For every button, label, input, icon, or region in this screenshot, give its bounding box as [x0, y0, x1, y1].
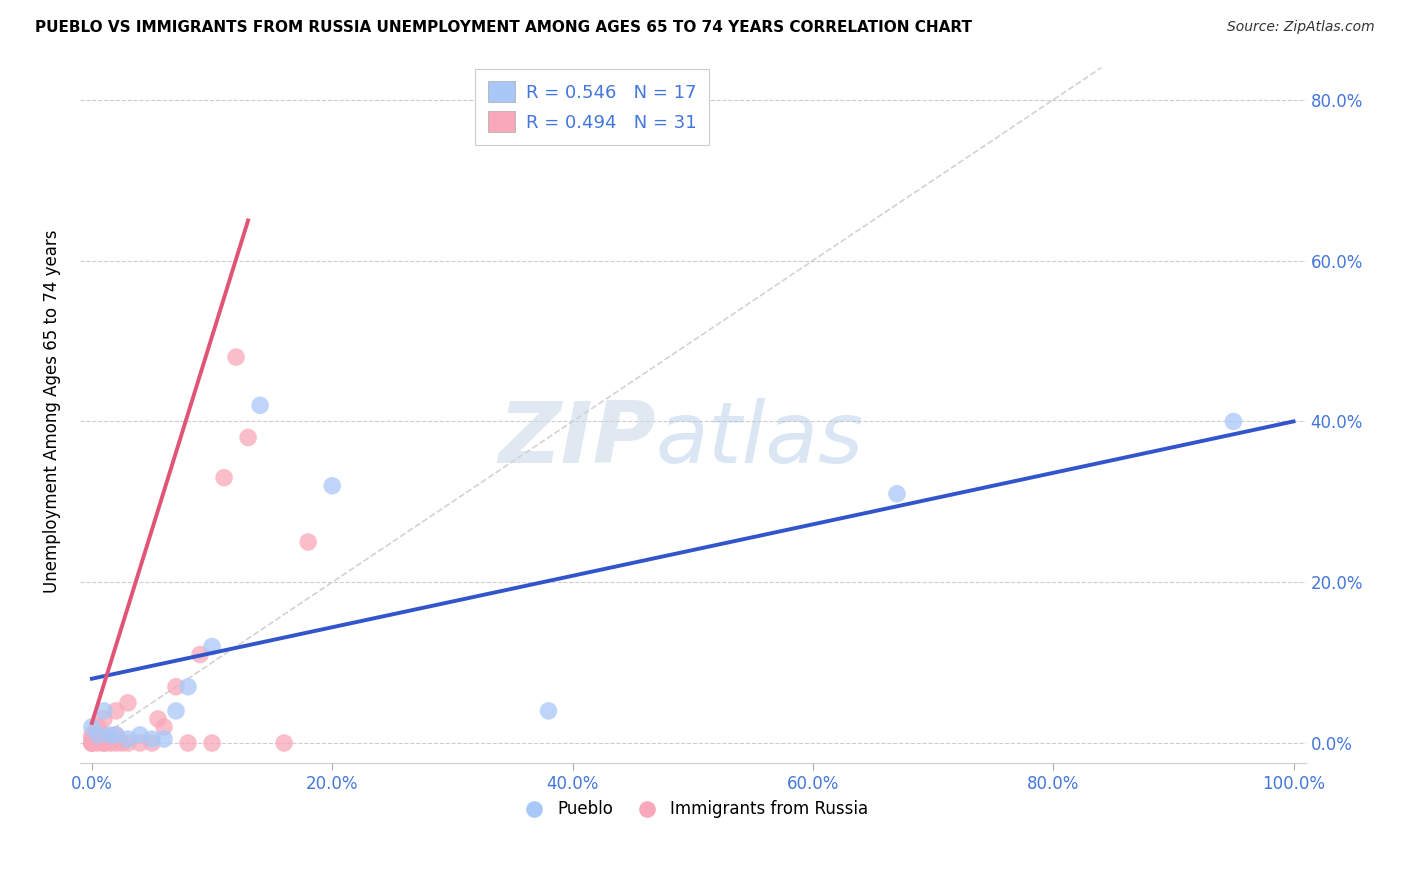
Point [93, 704, 115, 718]
Point [117, 696, 139, 710]
Point [177, 736, 200, 750]
Point [886, 487, 908, 501]
Point [80, 731, 103, 746]
Point [104, 728, 127, 742]
Point [104, 704, 127, 718]
Point [201, 736, 224, 750]
Point [249, 398, 271, 412]
Point [165, 680, 187, 694]
Text: atlas: atlas [657, 398, 863, 481]
Point [165, 704, 187, 718]
Point [87, 728, 110, 742]
Point [236, 430, 259, 444]
Point [177, 680, 200, 694]
Text: ZIP: ZIP [498, 398, 657, 481]
Point [117, 731, 139, 746]
Point [93, 728, 115, 742]
Text: PUEBLO VS IMMIGRANTS FROM RUSSIA UNEMPLOYMENT AMONG AGES 65 TO 74 YEARS CORRELAT: PUEBLO VS IMMIGRANTS FROM RUSSIA UNEMPLO… [35, 20, 972, 35]
Point [104, 736, 127, 750]
Point [80, 736, 103, 750]
Point [141, 736, 163, 750]
Point [321, 479, 343, 493]
Point [153, 731, 176, 746]
Point [188, 648, 211, 662]
Point [537, 704, 560, 718]
Point [104, 728, 127, 742]
Point [297, 535, 319, 549]
Text: Source: ZipAtlas.com: Source: ZipAtlas.com [1227, 20, 1375, 34]
Point [80, 736, 103, 750]
Point [129, 736, 152, 750]
Legend: Pueblo, Immigrants from Russia: Pueblo, Immigrants from Russia [510, 794, 875, 825]
Point [111, 736, 134, 750]
Point [117, 736, 139, 750]
Point [87, 736, 110, 750]
Y-axis label: Unemployment Among Ages 65 to 74 years: Unemployment Among Ages 65 to 74 years [44, 229, 60, 593]
Point [80, 720, 103, 734]
Point [93, 736, 115, 750]
Point [1222, 414, 1244, 428]
Point [212, 471, 235, 485]
Point [98, 728, 121, 742]
Point [98, 736, 121, 750]
Point [273, 736, 295, 750]
Point [129, 728, 152, 742]
Point [146, 712, 169, 726]
Point [87, 720, 110, 734]
Point [93, 712, 115, 726]
Point [93, 736, 115, 750]
Point [153, 720, 176, 734]
Point [80, 728, 103, 742]
Point [225, 350, 247, 364]
Point [201, 640, 224, 654]
Point [141, 731, 163, 746]
Point [80, 736, 103, 750]
